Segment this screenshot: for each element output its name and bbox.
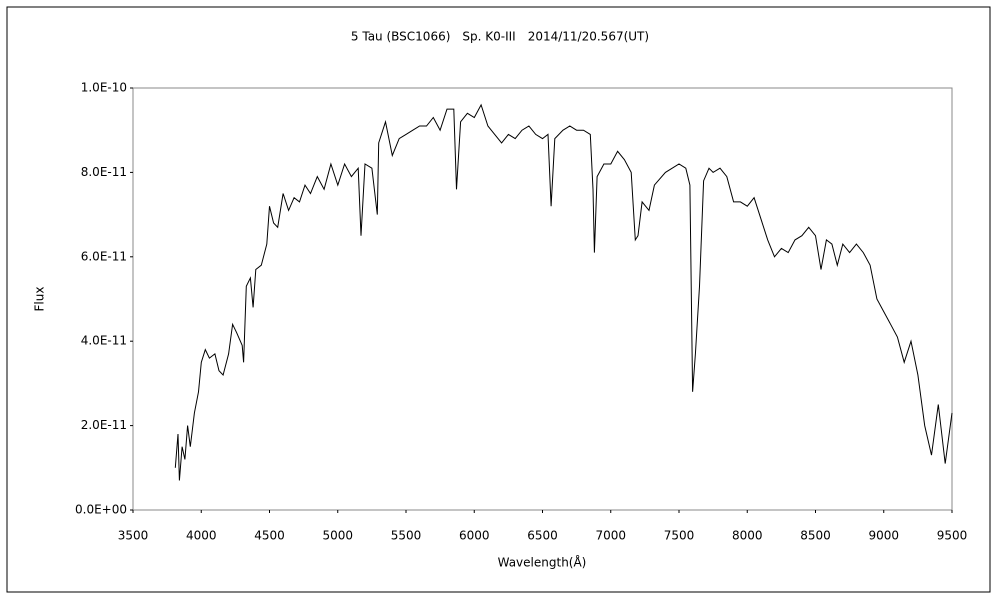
x-tick-label: 7500 xyxy=(664,529,695,543)
x-axis-label: Wavelength(Å) xyxy=(498,555,587,570)
x-tick-label: 8000 xyxy=(732,529,763,543)
outer-frame xyxy=(6,6,991,593)
x-tick-label: 4000 xyxy=(186,529,217,543)
x-tick-label: 5500 xyxy=(391,529,422,543)
x-tick-label: 6500 xyxy=(527,529,558,543)
spectrum-line xyxy=(174,103,953,481)
x-tick-label: 5000 xyxy=(322,529,353,543)
x-tick-label: 7000 xyxy=(595,529,626,543)
y-tick-label: 8.0E-11 xyxy=(81,165,127,179)
chart-title: 5 Tau (BSC1066) Sp. K0-III 2014/11/20.56… xyxy=(351,30,649,44)
y-tick-label: 1.0E-10 xyxy=(81,81,127,95)
y-tick-label: 4.0E-11 xyxy=(81,334,127,348)
y-axis-label: Flux xyxy=(33,287,47,312)
x-tick-label: 8500 xyxy=(800,529,831,543)
y-tick-label: 2.0E-11 xyxy=(81,418,127,432)
x-tick-label: 6000 xyxy=(459,529,490,543)
x-tick-label: 4500 xyxy=(254,529,285,543)
plot-frame xyxy=(132,87,953,511)
x-tick-label: 9000 xyxy=(868,529,899,543)
y-tick-label: 0.0E+00 xyxy=(75,503,127,517)
x-tick-label: 3500 xyxy=(118,529,149,543)
y-tick-label: 6.0E-11 xyxy=(81,249,127,263)
x-tick-label: 9500 xyxy=(937,529,968,543)
